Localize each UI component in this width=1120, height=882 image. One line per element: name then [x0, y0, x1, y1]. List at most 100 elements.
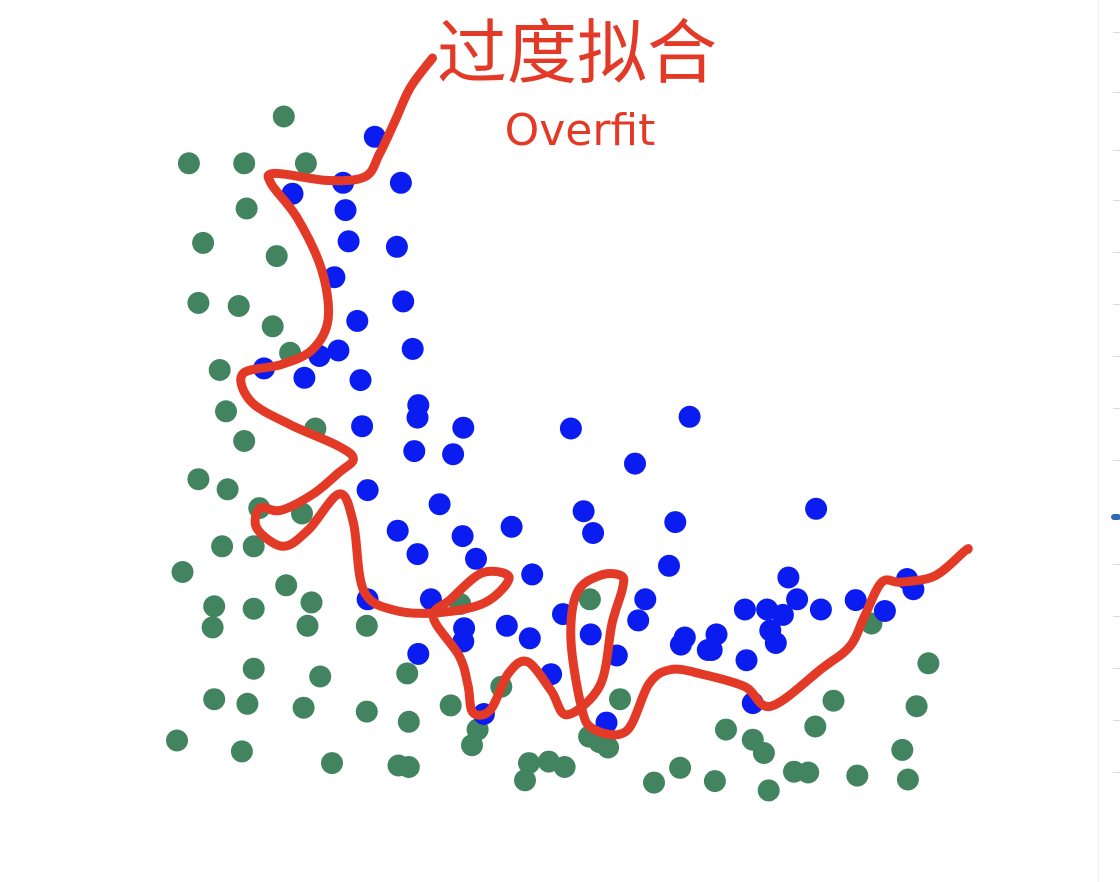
class-a-point — [296, 614, 319, 637]
edge-tick — [1113, 304, 1120, 305]
edge-tick — [1113, 616, 1120, 617]
class-a-point — [439, 694, 462, 717]
class-b-point — [634, 588, 657, 611]
class-b-point — [627, 609, 650, 632]
class-a-point — [715, 718, 737, 741]
class-b-point — [700, 639, 723, 661]
class-b-series — [253, 125, 925, 734]
class-b-point — [346, 309, 369, 332]
class-b-point — [401, 337, 424, 360]
class-b-point — [658, 554, 680, 577]
class-b-point — [403, 440, 426, 463]
edge-series-mark — [1111, 514, 1120, 520]
class-a-point — [609, 688, 631, 711]
class-a-point — [242, 597, 265, 620]
class-b-point — [385, 235, 408, 258]
chart-title: 过度拟合 — [437, 12, 717, 94]
class-a-point — [896, 768, 919, 791]
class-a-point — [355, 700, 378, 723]
class-a-point — [822, 689, 845, 712]
class-b-point — [844, 589, 867, 612]
class-a-point — [201, 616, 224, 639]
class-b-point — [327, 339, 350, 362]
edge-tick — [1113, 720, 1120, 721]
class-b-point — [735, 649, 758, 672]
class-a-point — [703, 770, 726, 793]
class-b-point — [579, 623, 602, 646]
class-a-point — [292, 696, 315, 719]
class-a-point — [461, 734, 483, 757]
class-a-point — [242, 535, 265, 558]
class-b-point — [386, 519, 409, 542]
edge-tick — [1113, 92, 1120, 93]
class-a-point — [741, 728, 764, 751]
class-b-point — [452, 416, 475, 439]
class-b-point — [733, 598, 756, 621]
class-b-point — [559, 417, 582, 440]
class-a-point — [275, 574, 298, 597]
class-b-point — [777, 566, 800, 589]
class-a-point — [233, 430, 256, 452]
class-b-point — [407, 642, 430, 665]
class-a-point — [187, 468, 210, 491]
class-a-point — [514, 769, 536, 792]
class-a-point — [171, 561, 194, 583]
class-a-point — [321, 752, 343, 775]
class-b-point — [465, 547, 487, 570]
class-a-point — [397, 710, 420, 733]
class-b-point — [664, 511, 687, 534]
class-a-point — [192, 231, 215, 254]
class-b-point — [406, 543, 429, 566]
class-b-point — [392, 290, 415, 313]
class-b-point — [678, 405, 701, 428]
class-b-point — [771, 603, 794, 626]
edge-tick — [1113, 150, 1120, 151]
class-b-point — [500, 515, 523, 538]
class-a-point — [211, 535, 234, 558]
class-b-point — [351, 415, 374, 438]
class-a-point — [387, 754, 410, 777]
class-a-point — [597, 736, 620, 759]
class-a-point — [208, 359, 231, 381]
class-a-point — [905, 695, 928, 718]
class-a-point — [187, 291, 210, 314]
class-a-point — [797, 761, 820, 784]
edge-tick — [1113, 252, 1120, 253]
class-b-point — [809, 598, 832, 621]
class-b-point — [428, 493, 451, 516]
class-a-point — [215, 400, 237, 423]
chart-subtitle: Overfit — [505, 105, 656, 156]
class-a-point — [235, 197, 258, 220]
overfit-boundary-line — [236, 53, 973, 740]
class-b-point — [356, 479, 379, 502]
edge-tick — [1113, 564, 1120, 565]
edge-tick — [1113, 460, 1120, 461]
class-b-point — [521, 563, 544, 586]
edge-tick — [1113, 668, 1120, 669]
class-a-point — [242, 657, 265, 680]
class-a-point — [177, 152, 200, 175]
class-b-point — [582, 522, 605, 544]
class-a-point — [553, 756, 576, 778]
edge-tick — [1113, 32, 1120, 33]
class-b-point — [389, 171, 412, 194]
class-b-point — [624, 452, 646, 475]
class-a-point — [265, 245, 288, 268]
class-a-point — [643, 771, 665, 794]
class-a-point — [227, 295, 250, 317]
class-a-point — [846, 764, 869, 787]
class-a-point — [355, 614, 378, 637]
class-b-point — [337, 230, 360, 253]
class-a-point — [236, 692, 259, 715]
class-a-point — [757, 779, 780, 802]
class-a-point — [669, 756, 692, 779]
class-a-point — [309, 665, 332, 688]
class-b-point — [442, 443, 465, 466]
class-b-point — [451, 525, 474, 548]
class-b-point — [293, 366, 316, 389]
class-a-point — [166, 729, 188, 752]
class-a-point — [578, 588, 601, 611]
class-b-point — [873, 600, 896, 622]
